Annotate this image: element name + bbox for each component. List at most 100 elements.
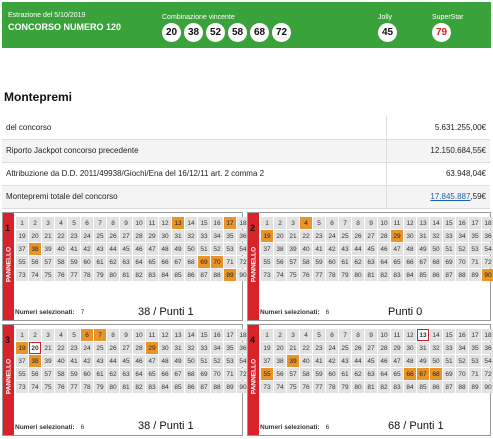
number-cell[interactable]: 47 xyxy=(391,243,403,255)
number-cell[interactable]: 73 xyxy=(261,269,273,281)
number-cell[interactable]: 8 xyxy=(107,329,119,341)
number-cell[interactable]: 81 xyxy=(365,381,377,393)
number-cell[interactable]: 41 xyxy=(68,243,80,255)
number-cell[interactable]: 63 xyxy=(365,256,377,268)
number-cell[interactable]: 81 xyxy=(120,269,132,281)
number-cell[interactable]: 15 xyxy=(198,217,210,229)
number-cell[interactable]: 7 xyxy=(339,329,351,341)
number-cell[interactable]: 2 xyxy=(29,217,41,229)
number-cell[interactable]: 69 xyxy=(443,256,455,268)
number-cell[interactable]: 81 xyxy=(120,381,132,393)
number-cell[interactable]: 61 xyxy=(339,256,351,268)
number-cell[interactable]: 17 xyxy=(469,217,481,229)
number-cell[interactable]: 50 xyxy=(185,243,197,255)
number-cell[interactable]: 87 xyxy=(443,381,455,393)
number-cell[interactable]: 7 xyxy=(94,217,106,229)
number-cell[interactable]: 45 xyxy=(120,243,132,255)
number-cell[interactable]: 90 xyxy=(482,269,493,281)
number-cell[interactable]: 13 xyxy=(172,329,184,341)
number-cell[interactable]: 44 xyxy=(352,243,364,255)
number-cell[interactable]: 22 xyxy=(55,342,67,354)
number-cell[interactable]: 64 xyxy=(133,368,145,380)
number-cell[interactable]: 32 xyxy=(185,230,197,242)
number-cell[interactable]: 59 xyxy=(68,368,80,380)
number-cell[interactable]: 36 xyxy=(237,342,249,354)
number-cell[interactable]: 75 xyxy=(287,381,299,393)
number-cell[interactable]: 62 xyxy=(107,368,119,380)
number-cell[interactable]: 84 xyxy=(404,381,416,393)
number-cell[interactable]: 53 xyxy=(224,243,236,255)
number-cell[interactable]: 71 xyxy=(224,368,236,380)
number-cell[interactable]: 55 xyxy=(16,256,28,268)
number-cell[interactable]: 27 xyxy=(365,230,377,242)
number-cell[interactable]: 11 xyxy=(146,329,158,341)
number-cell[interactable]: 3 xyxy=(287,329,299,341)
number-cell[interactable]: 26 xyxy=(107,342,119,354)
number-cell[interactable]: 45 xyxy=(365,355,377,367)
number-cell[interactable]: 39 xyxy=(42,355,54,367)
number-cell[interactable]: 60 xyxy=(81,256,93,268)
number-cell[interactable]: 53 xyxy=(224,355,236,367)
number-cell[interactable]: 63 xyxy=(365,368,377,380)
number-cell[interactable]: 39 xyxy=(287,243,299,255)
number-cell[interactable]: 63 xyxy=(120,256,132,268)
number-cell[interactable]: 89 xyxy=(469,381,481,393)
number-cell[interactable]: 48 xyxy=(159,355,171,367)
number-cell[interactable]: 17 xyxy=(469,329,481,341)
number-cell[interactable]: 32 xyxy=(185,342,197,354)
number-cell[interactable]: 75 xyxy=(42,269,54,281)
number-cell[interactable]: 34 xyxy=(211,342,223,354)
number-cell[interactable]: 40 xyxy=(55,243,67,255)
number-cell[interactable]: 3 xyxy=(42,329,54,341)
number-cell[interactable]: 58 xyxy=(300,368,312,380)
number-cell[interactable]: 83 xyxy=(146,381,158,393)
number-cell[interactable]: 35 xyxy=(224,230,236,242)
number-cell[interactable]: 1 xyxy=(16,329,28,341)
number-cell[interactable]: 45 xyxy=(120,355,132,367)
number-cell[interactable]: 88 xyxy=(456,269,468,281)
number-cell[interactable]: 32 xyxy=(430,230,442,242)
number-cell[interactable]: 74 xyxy=(29,381,41,393)
number-cell[interactable]: 76 xyxy=(300,381,312,393)
number-cell[interactable]: 86 xyxy=(430,269,442,281)
number-cell[interactable]: 29 xyxy=(146,230,158,242)
number-cell[interactable]: 8 xyxy=(352,329,364,341)
number-cell[interactable]: 77 xyxy=(68,381,80,393)
number-cell[interactable]: 23 xyxy=(68,230,80,242)
number-cell[interactable]: 33 xyxy=(443,342,455,354)
number-cell[interactable]: 4 xyxy=(300,329,312,341)
number-cell[interactable]: 82 xyxy=(133,269,145,281)
number-cell[interactable]: 64 xyxy=(378,368,390,380)
number-cell[interactable]: 39 xyxy=(42,243,54,255)
number-cell[interactable]: 14 xyxy=(430,217,442,229)
number-cell[interactable]: 1 xyxy=(261,217,273,229)
number-cell[interactable]: 78 xyxy=(81,381,93,393)
number-cell[interactable]: 16 xyxy=(211,329,223,341)
number-cell[interactable]: 83 xyxy=(391,269,403,281)
number-cell[interactable]: 70 xyxy=(211,368,223,380)
number-cell[interactable]: 79 xyxy=(339,381,351,393)
number-cell[interactable]: 10 xyxy=(133,217,145,229)
number-cell[interactable]: 26 xyxy=(107,230,119,242)
number-cell[interactable]: 86 xyxy=(185,381,197,393)
number-cell[interactable]: 44 xyxy=(107,243,119,255)
number-cell[interactable]: 86 xyxy=(185,269,197,281)
number-cell[interactable]: 75 xyxy=(287,269,299,281)
number-cell[interactable]: 29 xyxy=(146,342,158,354)
number-cell[interactable]: 68 xyxy=(185,256,197,268)
number-cell[interactable]: 15 xyxy=(198,329,210,341)
number-cell[interactable]: 49 xyxy=(172,355,184,367)
number-cell[interactable]: 12 xyxy=(404,329,416,341)
number-cell[interactable]: 52 xyxy=(456,243,468,255)
number-cell[interactable]: 56 xyxy=(29,256,41,268)
number-cell[interactable]: 79 xyxy=(94,269,106,281)
number-cell[interactable]: 26 xyxy=(352,342,364,354)
number-cell[interactable]: 62 xyxy=(107,256,119,268)
number-cell[interactable]: 73 xyxy=(16,381,28,393)
number-cell[interactable]: 30 xyxy=(404,230,416,242)
number-cell[interactable]: 27 xyxy=(365,342,377,354)
number-cell[interactable]: 37 xyxy=(261,243,273,255)
number-cell[interactable]: 77 xyxy=(313,381,325,393)
number-cell[interactable]: 34 xyxy=(456,342,468,354)
number-cell[interactable]: 71 xyxy=(469,256,481,268)
